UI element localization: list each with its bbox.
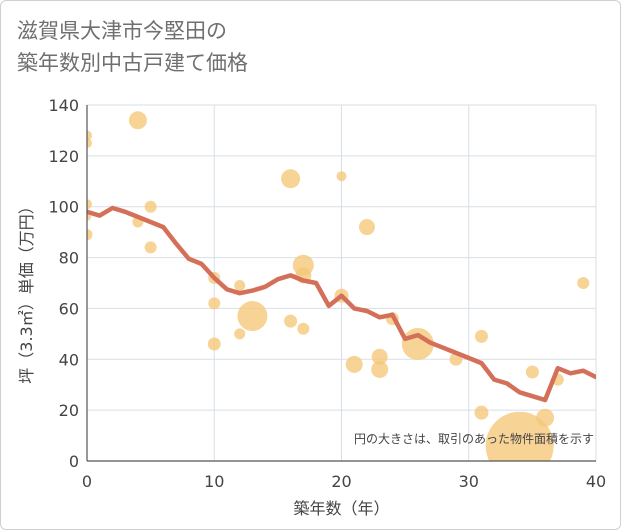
data-bubble: [536, 408, 555, 427]
data-bubble: [87, 199, 92, 210]
y-tick-label: 80: [59, 249, 79, 268]
x-tick-label: 20: [331, 472, 351, 491]
data-bubble: [358, 219, 375, 236]
x-tick-label: 30: [459, 472, 479, 491]
data-bubble: [297, 322, 310, 335]
average-line-series: [87, 205, 596, 403]
y-tick-label: 60: [59, 299, 79, 318]
data-bubble: [336, 171, 347, 182]
data-bubble: [87, 138, 92, 149]
data-bubble: [144, 241, 157, 254]
data-bubble: [87, 229, 93, 241]
y-axis-title: 坪（3.3㎡）単価（万円）: [17, 198, 36, 383]
data-bubble: [87, 130, 92, 141]
y-tick-label: 140: [48, 96, 79, 115]
data-bubble: [207, 337, 221, 351]
tick-labels: 0 20 40 60 80 100 120 140 0 10 20 30 40: [48, 96, 606, 491]
x-axis-title: 築年数（年）: [293, 499, 389, 518]
x-tick-label: 10: [204, 472, 224, 491]
data-bubble: [525, 365, 539, 379]
x-tick-label: 0: [82, 472, 92, 491]
chart-title: 滋賀県大津市今堅田の 築年数別中古戸建て価格: [17, 15, 577, 79]
chart-title-line-2: 築年数別中古戸建て価格: [17, 51, 248, 75]
data-bubble: [284, 314, 298, 328]
data-bubble: [144, 200, 157, 213]
data-bubble: [485, 411, 554, 461]
x-tick-label: 40: [586, 472, 606, 491]
y-tick-label: 120: [48, 147, 79, 166]
average-price-line: [87, 205, 596, 403]
chart-title-line-1: 滋賀県大津市今堅田の: [17, 19, 227, 43]
data-bubble: [128, 111, 147, 130]
bubble-size-note: 円の大きさは、取引のあった物件面積を示す: [354, 431, 594, 446]
data-bubble: [345, 355, 363, 373]
data-bubble: [474, 329, 488, 343]
y-tick-label: 100: [48, 198, 79, 217]
y-tick-label: 0: [69, 452, 79, 471]
axes: [86, 105, 596, 462]
data-bubble: [281, 169, 301, 189]
data-bubble: [234, 280, 246, 292]
data-bubble: [371, 348, 388, 365]
data-bubble: [208, 297, 221, 310]
grid-lines: [87, 104, 597, 461]
data-bubble: [237, 301, 268, 332]
data-bubble: [577, 277, 590, 289]
data-bubble: [371, 360, 389, 378]
y-tick-label: 40: [59, 350, 79, 369]
y-tick-label: 20: [59, 401, 79, 420]
data-bubble: [234, 328, 246, 340]
data-bubble: [474, 405, 489, 420]
bubble-series: [87, 111, 590, 461]
